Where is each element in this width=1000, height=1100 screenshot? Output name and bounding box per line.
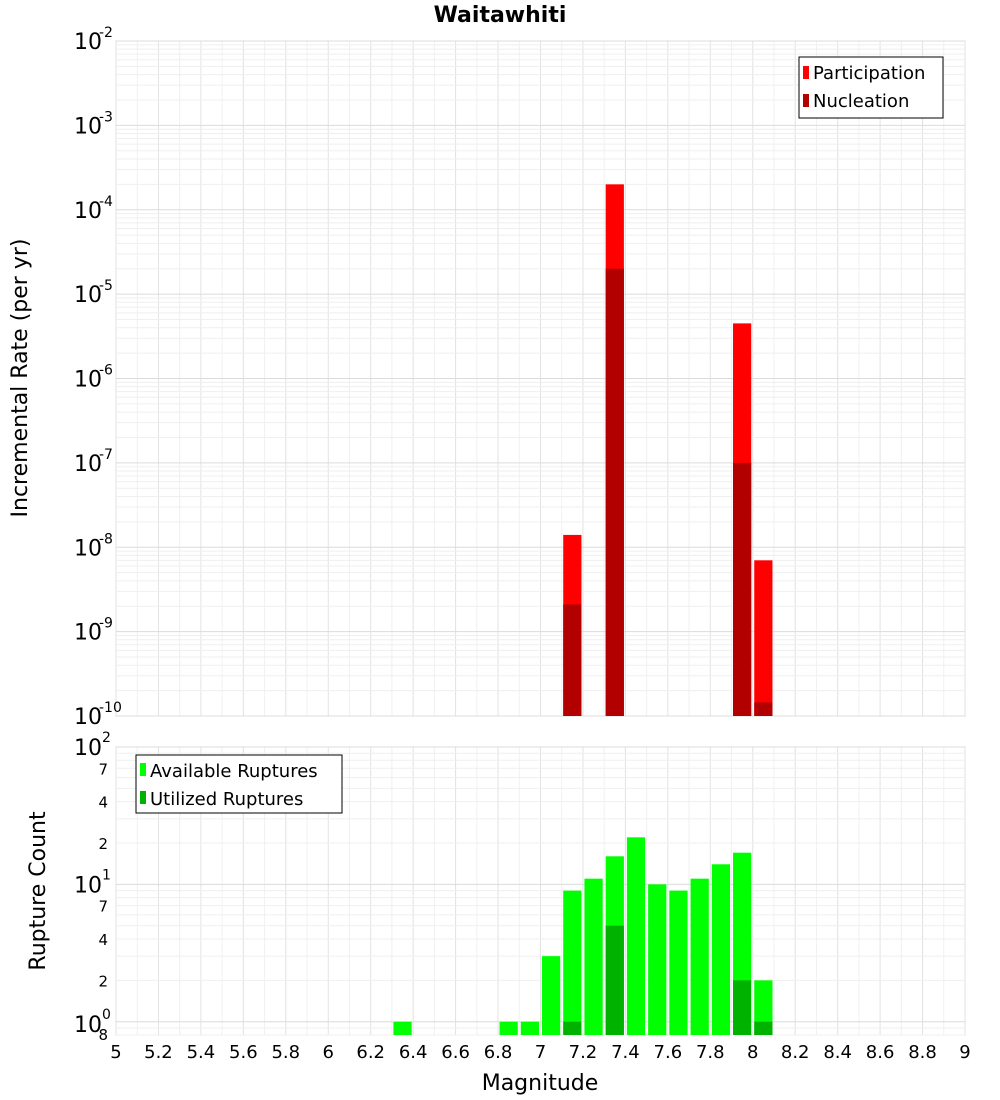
chart-title: Waitawhiti [434, 3, 567, 28]
rate-y-tick-label: 10 [74, 621, 102, 646]
rate-bar-participation [754, 560, 773, 716]
count-y-minor-tick-label: 8 [98, 1026, 108, 1044]
legend-label-available: Available Ruptures [150, 761, 318, 782]
rate-legend-box [798, 56, 944, 119]
count-y-tick-exponent: 2 [102, 730, 111, 746]
rate-y-tick-label: 10 [74, 705, 102, 730]
x-tick-label: 6.2 [356, 1042, 385, 1063]
rate-y-tick-exponent: -5 [99, 278, 113, 294]
legend-swatch-available [140, 763, 146, 776]
x-tick-label: 9 [959, 1042, 970, 1063]
legend-label-utilized: Utilized Ruptures [150, 789, 303, 810]
x-tick-label: 7.4 [611, 1042, 640, 1063]
count-legend: Available Ruptures Utilized Ruptures [135, 754, 343, 814]
x-tick-label: 6.8 [484, 1042, 513, 1063]
count-y-tick-label: 10 [74, 873, 102, 898]
rate-y-tick-exponent: -9 [99, 616, 113, 632]
count-bar-available-ruptures [542, 956, 561, 1035]
rate-y-tick-label: 10 [74, 536, 102, 561]
count-y-minor-tick-label: 4 [98, 931, 108, 949]
count-bar-available-ruptures [499, 1021, 518, 1035]
count-bar-available-ruptures [563, 890, 582, 1035]
rate-y-tick-exponent: -3 [99, 109, 113, 125]
rate-y-tick-exponent: -7 [99, 447, 113, 463]
rate-y-tick-label: 10 [74, 114, 102, 139]
x-tick-label: 8.8 [908, 1042, 937, 1063]
x-tick-label: 6.6 [441, 1042, 470, 1063]
x-tick-label: 7.6 [654, 1042, 683, 1063]
rate-y-tick-label: 10 [74, 283, 102, 308]
rate-panel: 10-210-310-410-510-610-710-810-910-10 In… [8, 25, 966, 730]
rate-y-ticks: 10-210-310-410-510-610-710-810-910-10 [74, 25, 122, 730]
count-bar-available-ruptures [690, 878, 709, 1035]
rate-y-axis-label: Incremental Rate (per yr) [8, 239, 33, 518]
legend-swatch-nucleation [803, 94, 809, 107]
count-bar-available-ruptures [669, 890, 688, 1035]
x-tick-label: 8.4 [823, 1042, 852, 1063]
x-tick-label: 6 [323, 1042, 334, 1063]
count-y-tick-label: 10 [74, 736, 102, 761]
legend-swatch-participation [803, 66, 809, 79]
count-bars [393, 837, 773, 1035]
x-ticks: 5 5.2 5.4 5.6 5.8 6 6.2 6.4 6.6 6.8 7 7.2 7.4 7.6 7.8 8… [110, 1042, 970, 1063]
count-bar-available-ruptures [393, 1021, 412, 1035]
x-tick-label: 7 [535, 1042, 546, 1063]
count-bar-available-ruptures [711, 864, 731, 1035]
x-tick-label: 8.2 [781, 1042, 810, 1063]
legend-swatch-utilized [140, 791, 146, 804]
rate-bar-nucleation [605, 268, 624, 716]
x-tick-label: 5 [110, 1042, 121, 1063]
count-bar-available-ruptures [626, 837, 646, 1035]
x-tick-label: 8 [747, 1042, 758, 1063]
rate-y-tick-exponent: -2 [99, 25, 113, 41]
rate-bar-nucleation [754, 702, 773, 716]
x-tick-label: 5.4 [187, 1042, 216, 1063]
count-bar-utilized-ruptures [563, 1021, 582, 1035]
x-tick-label: 6.4 [399, 1042, 428, 1063]
count-y-tick-label: 10 [74, 1013, 102, 1038]
count-bar-available-ruptures [754, 980, 773, 1035]
rate-y-tick-label: 10 [74, 30, 102, 55]
x-tick-label: 7.8 [696, 1042, 725, 1063]
x-tick-label: 5.6 [229, 1042, 258, 1063]
x-axis-label: Magnitude [482, 1071, 599, 1096]
rate-y-tick-label: 10 [74, 368, 102, 393]
rate-y-tick-exponent: -4 [99, 194, 113, 210]
count-y-axis-label: Rupture Count [26, 811, 51, 971]
count-bar-utilized-ruptures [733, 980, 752, 1035]
x-tick-label: 8.6 [866, 1042, 895, 1063]
rate-y-tick-label: 10 [74, 199, 102, 224]
rate-y-tick-label: 10 [74, 452, 102, 477]
rate-y-tick-exponent: -6 [99, 363, 113, 379]
x-tick-label: 5.8 [271, 1042, 300, 1063]
rate-legend: Participation Nucleation [798, 56, 944, 119]
rate-bar-nucleation [733, 462, 752, 716]
count-y-minor-tick-label: 2 [98, 972, 108, 990]
rate-gridlines [115, 40, 966, 717]
rate-bar-nucleation [563, 604, 582, 716]
rate-bars [563, 184, 773, 717]
x-tick-label: 5.2 [144, 1042, 173, 1063]
rate-y-tick-exponent: -10 [99, 700, 122, 716]
legend-label-nucleation: Nucleation [813, 91, 909, 112]
count-legend-box [135, 754, 343, 814]
count-bar-available-ruptures [648, 884, 667, 1035]
count-y-tick-exponent: 0 [102, 1007, 111, 1023]
x-tick-label: 7.2 [569, 1042, 598, 1063]
count-bar-utilized-ruptures [754, 1021, 773, 1035]
legend-label-participation: Participation [813, 63, 925, 84]
count-y-tick-exponent: 1 [102, 867, 111, 883]
count-y-minor-tick-label: 7 [98, 760, 108, 778]
count-y-minor-tick-label: 4 [98, 794, 108, 812]
count-y-minor-tick-label: 2 [98, 835, 108, 853]
count-y-minor-tick-label: 7 [98, 898, 108, 916]
count-bar-available-ruptures [584, 878, 603, 1035]
count-bar-utilized-ruptures [605, 925, 624, 1035]
rate-y-tick-exponent: -8 [99, 531, 113, 547]
count-bar-available-ruptures [520, 1021, 539, 1035]
